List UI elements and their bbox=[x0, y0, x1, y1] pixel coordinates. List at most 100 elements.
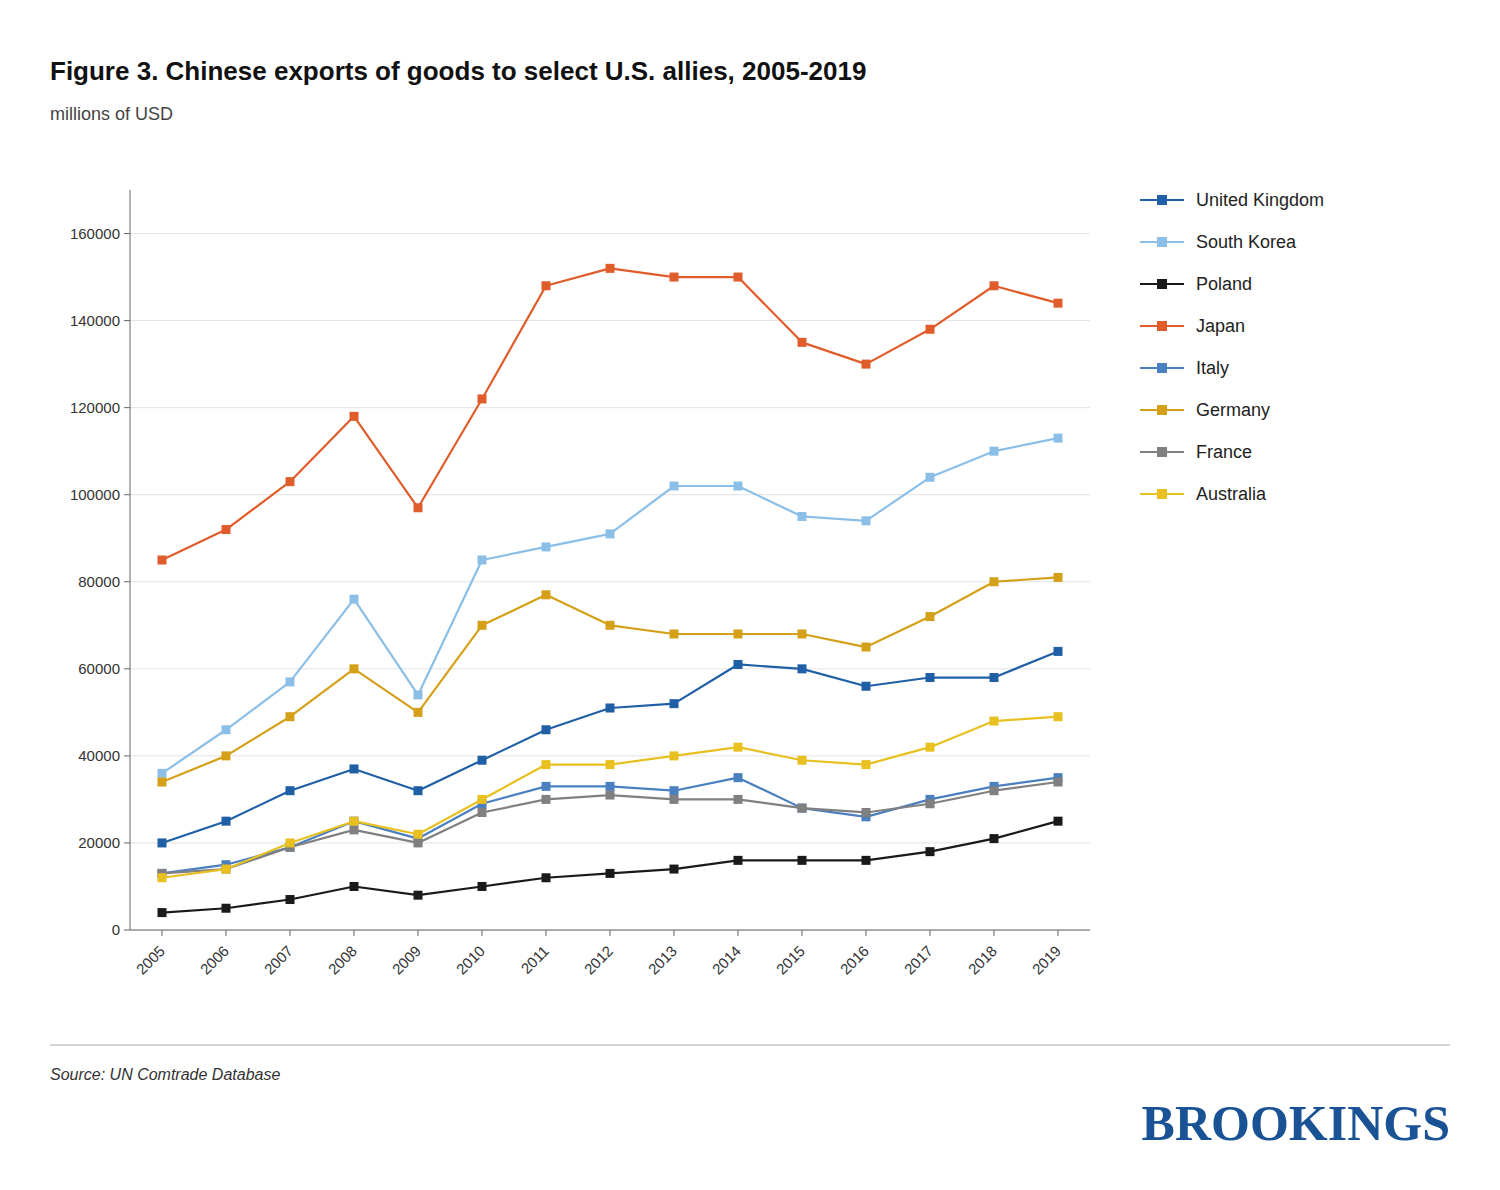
series-line bbox=[162, 651, 1058, 843]
grid-line bbox=[130, 407, 1090, 408]
series-marker bbox=[286, 677, 295, 686]
series-marker bbox=[606, 869, 615, 878]
series-marker bbox=[1054, 712, 1063, 721]
series-marker bbox=[990, 786, 999, 795]
series-marker bbox=[158, 873, 167, 882]
series-marker bbox=[1054, 778, 1063, 787]
legend: United KingdomSouth KoreaPolandJapanItal… bbox=[1140, 190, 1324, 504]
series-marker bbox=[222, 751, 231, 760]
series-marker bbox=[222, 865, 231, 874]
series-marker bbox=[478, 808, 487, 817]
grid-line bbox=[130, 320, 1090, 321]
series-marker bbox=[926, 325, 935, 334]
x-tick-label: 2017 bbox=[901, 942, 937, 978]
series-marker bbox=[670, 630, 679, 639]
y-axis-line bbox=[130, 190, 131, 930]
series-marker bbox=[350, 882, 359, 891]
series-marker bbox=[1054, 647, 1063, 656]
x-tick-label: 2007 bbox=[261, 942, 297, 978]
y-tick-label: 80000 bbox=[78, 573, 120, 590]
series-marker bbox=[734, 660, 743, 669]
x-tick-label: 2018 bbox=[965, 942, 1001, 978]
series-marker bbox=[350, 412, 359, 421]
legend-swatch-marker bbox=[1157, 405, 1167, 415]
y-tick bbox=[124, 930, 130, 931]
legend-swatch-marker bbox=[1157, 447, 1167, 457]
axes: 0200004000060000800001000001200001400001… bbox=[70, 190, 1090, 978]
series-marker bbox=[222, 904, 231, 913]
x-tick bbox=[162, 930, 163, 936]
series-marker bbox=[670, 273, 679, 282]
x-tick-label: 2016 bbox=[837, 942, 873, 978]
series-marker bbox=[926, 473, 935, 482]
series-marker bbox=[990, 447, 999, 456]
series-marker bbox=[798, 512, 807, 521]
source-note: Source: UN Comtrade Database bbox=[50, 1066, 280, 1083]
series-marker bbox=[350, 764, 359, 773]
grid-line bbox=[130, 668, 1090, 669]
series-marker bbox=[478, 795, 487, 804]
legend-label: Poland bbox=[1196, 274, 1252, 294]
series-marker bbox=[798, 804, 807, 813]
series-marker bbox=[862, 516, 871, 525]
series-marker bbox=[798, 856, 807, 865]
x-tick bbox=[418, 930, 419, 936]
y-tick-label: 0 bbox=[112, 921, 120, 938]
y-tick-label: 160000 bbox=[70, 225, 120, 242]
series-marker bbox=[798, 338, 807, 347]
legend-swatch-marker bbox=[1157, 195, 1167, 205]
series-marker bbox=[1054, 573, 1063, 582]
y-tick-label: 40000 bbox=[78, 747, 120, 764]
series-marker bbox=[798, 664, 807, 673]
series-marker bbox=[734, 273, 743, 282]
series-line bbox=[162, 268, 1058, 560]
y-tick bbox=[124, 668, 130, 669]
grid-line bbox=[130, 842, 1090, 843]
series-marker bbox=[158, 769, 167, 778]
legend-swatch-marker bbox=[1157, 279, 1167, 289]
series-marker bbox=[926, 673, 935, 682]
series-marker bbox=[222, 525, 231, 534]
series-marker bbox=[606, 760, 615, 769]
series-marker bbox=[606, 704, 615, 713]
series-marker bbox=[478, 756, 487, 765]
legend-swatch-marker bbox=[1157, 489, 1167, 499]
x-tick-label: 2014 bbox=[709, 942, 745, 978]
series-marker bbox=[222, 817, 231, 826]
series-marker bbox=[670, 795, 679, 804]
series-marker bbox=[990, 281, 999, 290]
series-marker bbox=[606, 529, 615, 538]
x-tick-label: 2013 bbox=[645, 942, 681, 978]
series-marker bbox=[414, 838, 423, 847]
x-tick bbox=[354, 930, 355, 936]
y-tick bbox=[124, 494, 130, 495]
series-marker bbox=[606, 782, 615, 791]
series-line bbox=[162, 782, 1058, 873]
series-marker bbox=[542, 725, 551, 734]
plot-data bbox=[158, 264, 1063, 917]
x-tick-label: 2011 bbox=[517, 942, 552, 977]
brand-mark: BROOKINGS bbox=[1142, 1095, 1450, 1151]
series-marker bbox=[286, 477, 295, 486]
series-marker bbox=[478, 621, 487, 630]
series-marker bbox=[350, 825, 359, 834]
x-tick bbox=[802, 930, 803, 936]
y-tick-label: 60000 bbox=[78, 660, 120, 677]
series-marker bbox=[734, 743, 743, 752]
x-tick bbox=[930, 930, 931, 936]
x-tick-label: 2015 bbox=[773, 942, 809, 978]
series-marker bbox=[414, 891, 423, 900]
x-axis-line bbox=[130, 930, 1090, 931]
series-line bbox=[162, 577, 1058, 782]
series-marker bbox=[542, 873, 551, 882]
legend-label: Australia bbox=[1196, 484, 1267, 504]
y-tick-label: 140000 bbox=[70, 312, 120, 329]
series-marker bbox=[542, 542, 551, 551]
x-tick bbox=[546, 930, 547, 936]
series-marker bbox=[350, 817, 359, 826]
series-marker bbox=[734, 630, 743, 639]
series-marker bbox=[1054, 434, 1063, 443]
x-tick-label: 2019 bbox=[1029, 942, 1065, 978]
legend-swatch-marker bbox=[1157, 321, 1167, 331]
series-marker bbox=[862, 360, 871, 369]
